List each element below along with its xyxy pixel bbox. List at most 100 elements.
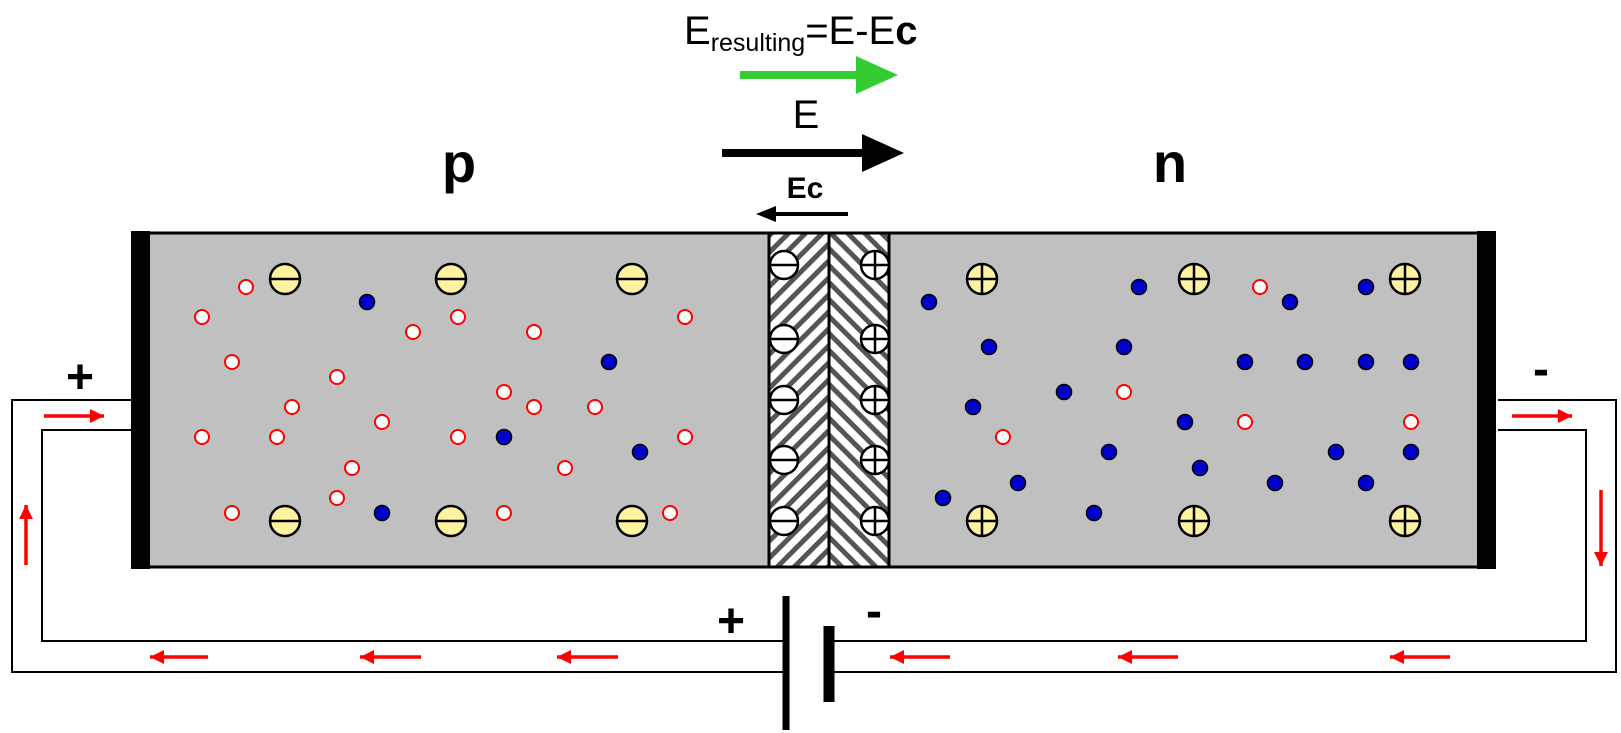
electron-icon bbox=[1130, 278, 1148, 296]
depletion-negative-ion-icon bbox=[768, 323, 800, 355]
right-contact bbox=[1477, 231, 1496, 569]
hole-icon bbox=[677, 309, 693, 325]
hole-icon bbox=[557, 460, 573, 476]
hole-icon bbox=[405, 324, 421, 340]
hole-icon bbox=[587, 399, 603, 415]
hole-icon bbox=[224, 354, 240, 370]
current-arrow-icon bbox=[44, 409, 104, 423]
current-arrow-icon bbox=[360, 650, 421, 664]
electron-icon bbox=[1402, 353, 1420, 371]
donor-ion-icon bbox=[1388, 504, 1422, 538]
current-arrow-icon bbox=[1594, 490, 1608, 566]
electron-icon bbox=[1266, 474, 1284, 492]
current-arrow-icon bbox=[1118, 650, 1178, 664]
resulting-field-formula: Eresulting=E-Ec bbox=[684, 9, 917, 57]
electron-icon bbox=[1236, 353, 1254, 371]
electron-icon bbox=[1176, 413, 1194, 431]
depletion-negative-ion-icon bbox=[768, 505, 800, 537]
hole-icon bbox=[238, 279, 254, 295]
electron-icon bbox=[1055, 383, 1073, 401]
hole-icon bbox=[194, 429, 210, 445]
hole-icon bbox=[662, 505, 678, 521]
hole-icon bbox=[329, 369, 345, 385]
current-arrow-icon bbox=[1512, 409, 1572, 423]
electron-icon bbox=[1357, 278, 1375, 296]
hole-icon bbox=[526, 399, 542, 415]
depletion-positive-ion-icon bbox=[859, 444, 891, 476]
electron-icon bbox=[964, 398, 982, 416]
hole-icon bbox=[1252, 279, 1268, 295]
battery-icon bbox=[782, 596, 835, 730]
donor-ion-icon bbox=[1177, 504, 1211, 538]
donor-ion-icon bbox=[965, 262, 999, 296]
resulting-field-arrow bbox=[740, 56, 898, 94]
electron-icon bbox=[934, 489, 952, 507]
electron-icon bbox=[1115, 338, 1133, 356]
electron-icon bbox=[1357, 353, 1375, 371]
acceptor-ion-icon bbox=[434, 262, 468, 296]
hole-icon bbox=[526, 324, 542, 340]
electron-icon bbox=[1085, 504, 1103, 522]
acceptor-ion-icon bbox=[615, 504, 649, 538]
acceptor-ion-icon bbox=[268, 262, 302, 296]
electron-icon bbox=[358, 293, 376, 311]
current-arrow-icon bbox=[557, 650, 618, 664]
depletion-positive-ion-icon bbox=[859, 249, 891, 281]
n-region-label: n bbox=[1153, 131, 1187, 194]
left-contact bbox=[131, 231, 150, 569]
electron-icon bbox=[495, 428, 513, 446]
electron-icon bbox=[631, 443, 649, 461]
electron-icon bbox=[600, 353, 618, 371]
depletion-negative-ion-icon bbox=[768, 384, 800, 416]
electron-icon bbox=[1191, 459, 1209, 477]
electron-icon bbox=[1009, 474, 1027, 492]
donor-ion-icon bbox=[1388, 262, 1422, 296]
hole-icon bbox=[496, 384, 512, 400]
hole-icon bbox=[344, 460, 360, 476]
depletion-positive-ion-icon bbox=[859, 384, 891, 416]
applied-field-arrow bbox=[722, 134, 904, 172]
electron-icon bbox=[373, 504, 391, 522]
hole-icon bbox=[1403, 414, 1419, 430]
current-arrow-icon bbox=[19, 505, 33, 565]
hole-icon bbox=[329, 490, 345, 506]
contact-field-arrow bbox=[756, 206, 848, 222]
hole-icon bbox=[995, 429, 1011, 445]
electron-icon bbox=[1296, 353, 1314, 371]
hole-icon bbox=[677, 429, 693, 445]
electron-icon bbox=[1402, 443, 1420, 461]
depletion-negative-ion-icon bbox=[768, 249, 800, 281]
current-arrow-icon bbox=[150, 650, 208, 664]
current-arrow-icon bbox=[1390, 650, 1450, 664]
acceptor-ion-icon bbox=[615, 262, 649, 296]
contact-field-label: Ec bbox=[787, 172, 824, 205]
depletion-negative-ion-icon bbox=[768, 444, 800, 476]
acceptor-ion-icon bbox=[268, 504, 302, 538]
applied-field-label: E bbox=[793, 93, 820, 137]
hole-icon bbox=[1116, 384, 1132, 400]
battery-minus-label: - bbox=[866, 585, 882, 638]
electron-icon bbox=[920, 293, 938, 311]
donor-ion-icon bbox=[1177, 262, 1211, 296]
electron-icon bbox=[1100, 443, 1118, 461]
hole-icon bbox=[450, 429, 466, 445]
right-terminal-minus: - bbox=[1533, 343, 1549, 396]
hole-icon bbox=[450, 309, 466, 325]
electron-icon bbox=[1281, 293, 1299, 311]
electron-icon bbox=[1357, 474, 1375, 492]
battery-plus-label: + bbox=[717, 595, 745, 648]
circuit-wire bbox=[11, 399, 1617, 673]
current-arrow-icon bbox=[890, 650, 950, 664]
donor-ion-icon bbox=[965, 504, 999, 538]
electron-icon bbox=[1327, 443, 1345, 461]
acceptor-ion-icon bbox=[434, 504, 468, 538]
depletion-positive-ion-icon bbox=[859, 323, 891, 355]
hole-icon bbox=[224, 505, 240, 521]
hole-icon bbox=[194, 309, 210, 325]
p-region-label: p bbox=[442, 131, 476, 194]
hole-icon bbox=[496, 505, 512, 521]
hole-icon bbox=[1237, 414, 1253, 430]
depletion-positive-ion-icon bbox=[859, 505, 891, 537]
hole-icon bbox=[269, 429, 285, 445]
